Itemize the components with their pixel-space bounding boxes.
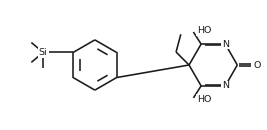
Text: HO: HO (197, 26, 212, 35)
Text: N: N (222, 81, 229, 90)
Text: N: N (222, 40, 229, 49)
Text: HO: HO (197, 95, 212, 104)
Text: Si: Si (39, 48, 48, 57)
Text: O: O (254, 60, 261, 70)
